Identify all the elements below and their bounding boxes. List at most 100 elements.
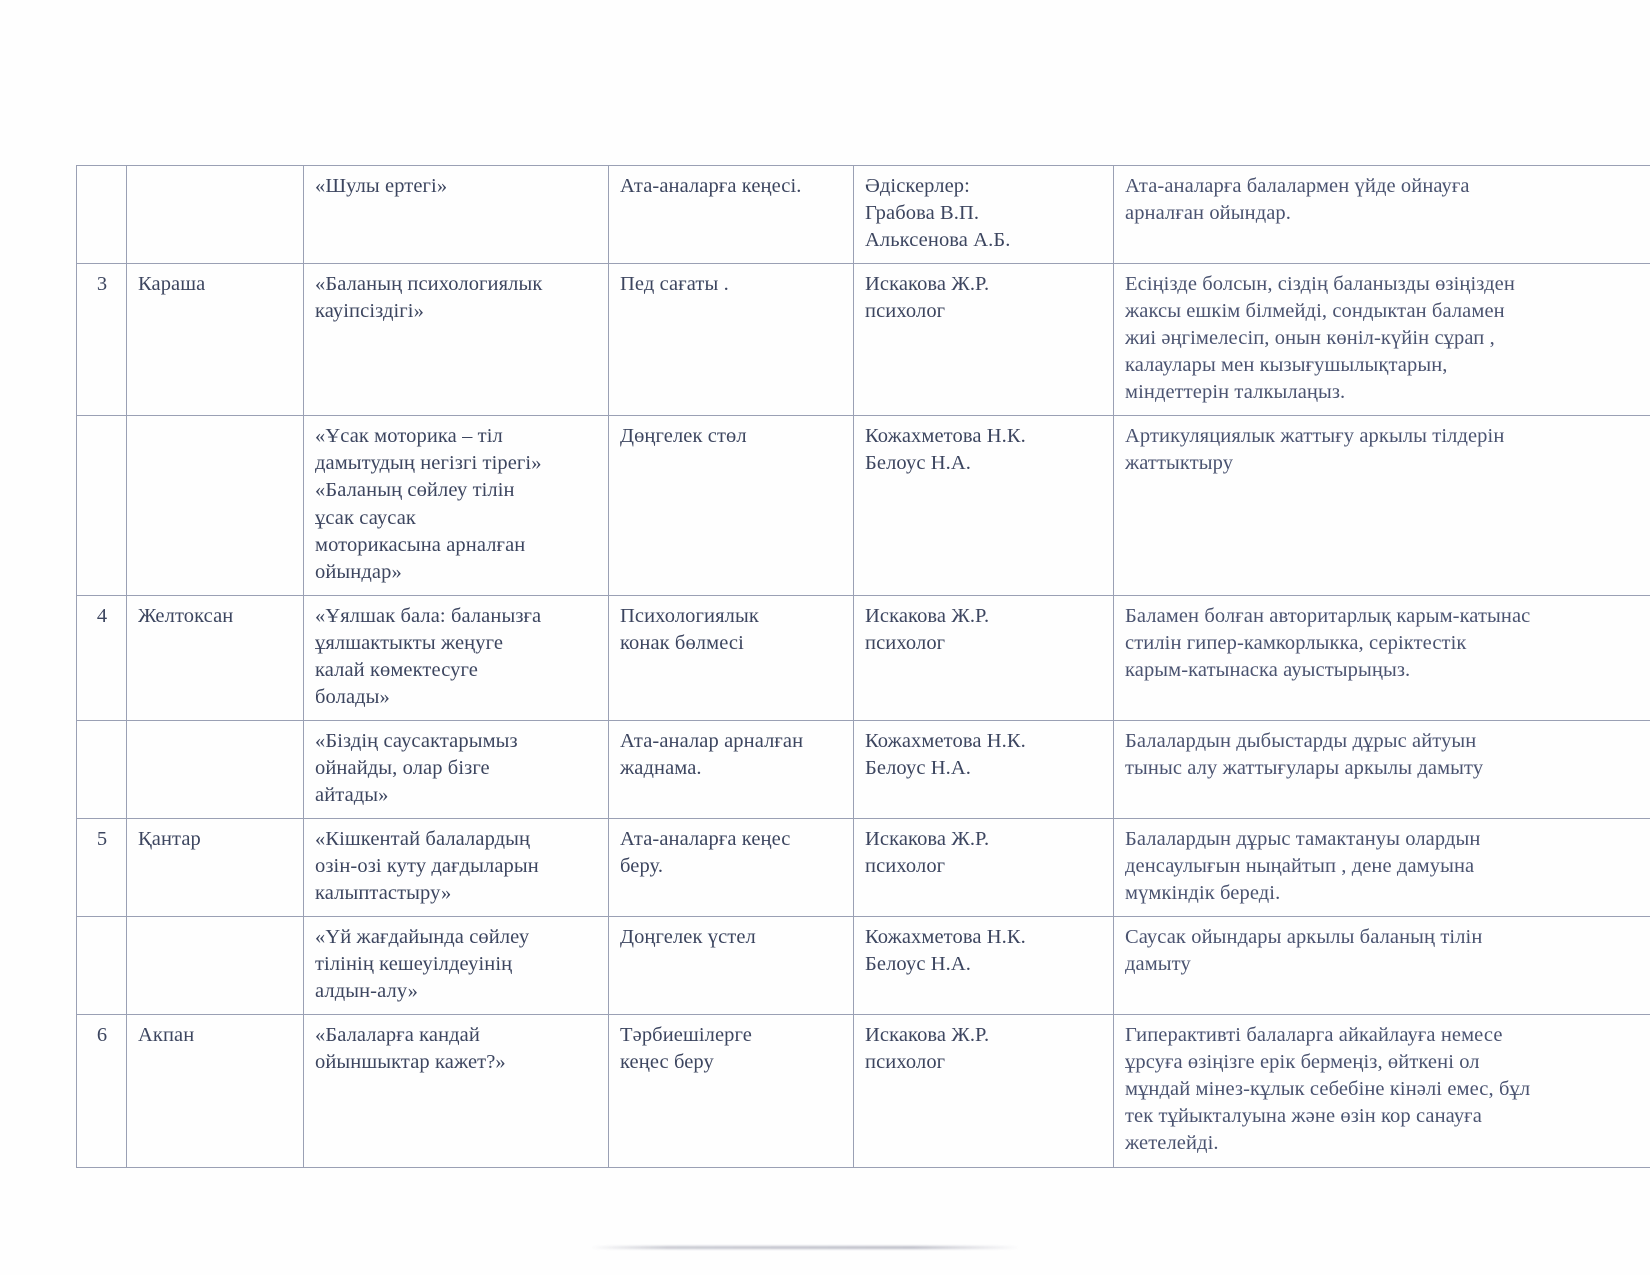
cell-no: 4 (76, 594, 127, 721)
cell-line: Тәрбиешілерге (620, 1024, 752, 1047)
cell-line: Белоус Н.А. (865, 953, 972, 976)
cell-no: 3 (76, 263, 127, 417)
result-text-block: Саусак ойындары аркылы баланың тілін дамы… (1125, 924, 1650, 978)
cell-form: Дөңгелек стөл (608, 415, 854, 596)
cell-line: болады» (315, 685, 390, 708)
cell-line: психолог (865, 631, 946, 654)
result-text-block: Есіңізде болсын, сіздің баланызды өзіңіз… (1125, 271, 1650, 406)
cell-line: Саусак ойындары аркылы баланың тілін (1125, 926, 1483, 949)
cell-line: озін-озі куту дағдыларын (315, 855, 539, 878)
cell-month: Қантар (126, 817, 304, 918)
cell-result: Гиперактивті балаларга айкайлауға немесе… (1113, 1014, 1650, 1168)
cell-line: Желтоксан (138, 604, 234, 627)
cell-form: Ата-аналарға кеңесі. (608, 164, 854, 265)
cell-line: ойыншыктар кажет?» (315, 1051, 506, 1074)
cell-line: «Ұялшак бала: баланызға (315, 604, 542, 627)
cell-line: Искакова Ж.Р. (865, 827, 990, 850)
cell-line: денсаулығын ныңайтып , дене дамуына (1125, 855, 1475, 878)
cell-line: Пед сағаты . (620, 273, 729, 296)
result-text-block: Ата-аналарға балалармен үйде ойнауға арна… (1125, 173, 1650, 227)
cell-form: Ата-аналарға кеңес беру. (608, 817, 854, 918)
cell-line: айтады» (315, 783, 389, 806)
cell-theme: «Баланың психологиялык кауіпсіздігі» (303, 263, 609, 417)
cell-line: конак бөлмесі (620, 631, 744, 654)
cell-form: Пед сағаты . (608, 263, 854, 417)
cell-line: жаднама. (620, 756, 702, 779)
cell-no (76, 164, 127, 265)
cell-line: Есіңізде болсын, сіздің баланызды өзіңіз… (1125, 273, 1515, 296)
cell-theme: «Ұялшак бала: баланызға ұялшактыкты жеңуг… (303, 594, 609, 721)
cell-line: Психологиялык (620, 604, 759, 627)
cell-line: Альксенова А.Б. (865, 229, 1011, 252)
cell-theme: «Біздің саусактарымыз ойнайды, олар бізге… (303, 719, 609, 819)
cell-line: «Баланың психологиялык (315, 273, 543, 296)
cell-line: тек тұйыкталуына және өзін кор санауға (1125, 1105, 1482, 1128)
table-row: 3 Караша «Баланың психологиялык кауіпсіздіг… (76, 263, 1650, 417)
cell-line: «Баланың сөйлеу тілін (315, 479, 515, 502)
cell-form: Тәрбиешілерге кеңес беру (608, 1014, 854, 1168)
result-text-block: Баламен болған авторитарлық карым-катына… (1125, 603, 1650, 684)
cell-line: Искакова Ж.Р. (865, 273, 990, 296)
cell-theme: «Үй жағдайында сөйлеу тілінің кешеуілдеуі… (303, 916, 609, 1016)
table-row: 6 Акпан «Балаларға кандай ойыншыктар кажет?… (76, 1014, 1650, 1168)
cell-line: тыныс алу жаттығулары аркылы дамыту (1125, 756, 1484, 779)
cell-line: ұрсуға өзіңізге ерік бермеңіз, өйткені о… (1125, 1051, 1480, 1074)
cell-line: ойындар» (315, 560, 402, 583)
plan-table-body: «Шулы ертегі» Ата-аналарға кеңесі. Әдіскер… (76, 164, 1650, 1168)
cell-month (126, 916, 304, 1016)
cell-theme: «Кішкентай балалардың озін-озі куту дағды… (303, 817, 609, 918)
cell-result: Есіңізде болсын, сіздің баланызды өзіңіз… (1113, 263, 1650, 417)
cell-line: Ата-аналарға кеңесі. (620, 175, 802, 197)
cell-responsible: Искакова Ж.Р. психолог (853, 263, 1114, 417)
cell-no (76, 415, 127, 596)
cell-line: «Кішкентай балалардың (315, 827, 531, 850)
cell-line: жетелейді. (1125, 1132, 1219, 1155)
cell-result: Балалардын дыбыстарды дұрыс айтуын тыныс … (1113, 719, 1650, 819)
cell-line: карым-катынаска ауыстырыңыз. (1125, 658, 1411, 681)
table-row: 4 Желтоксан «Ұялшак бала: баланызға ұялшакт… (76, 594, 1650, 721)
cell-line: «Біздің саусактарымыз (315, 729, 518, 752)
cell-line: Баламен болған авторитарлық карым-катына… (1125, 604, 1531, 627)
table-row: «Шулы ертегі» Ата-аналарға кеңесі. Әдіскер… (76, 164, 1650, 265)
cell-line: мүмкіндік береді. (1125, 882, 1281, 905)
cell-line: Кожахметова Н.К. (865, 729, 1026, 752)
cell-theme: «Шулы ертегі» (303, 164, 609, 265)
table-row: «Үй жағдайында сөйлеу тілінің кешеуілдеуі… (76, 916, 1650, 1016)
cell-line: Әдіскерлер: (865, 175, 970, 197)
cell-responsible: Искакова Ж.Р. психолог (853, 817, 1114, 918)
cell-line: Балалардын дыбыстарды дұрыс айтуын (1125, 729, 1477, 752)
cell-form: Доңгелек үстел (608, 916, 854, 1016)
cell-line: жиі әңгімелесіп, онын көніл-күйін сұрап … (1125, 327, 1495, 350)
cell-line: калай көмектесуге (315, 658, 478, 681)
cell-responsible: Кожахметова Н.К. Белоус Н.А. (853, 415, 1114, 596)
cell-line: жаксы ешкім білмейді, сондыктан баламен (1125, 300, 1505, 323)
scanner-edge-artifact (590, 1246, 1020, 1249)
cell-no (76, 916, 127, 1016)
cell-responsible: Искакова Ж.Р. психолог (853, 594, 1114, 721)
cell-result: Артикуляциялык жаттығу аркылы тілдерін жа… (1113, 415, 1650, 596)
cell-line: калаулары мен кызығушылықтарын, (1125, 354, 1448, 377)
table-row: 5 Қантар «Кішкентай балалардың озін-озі кут… (76, 817, 1650, 918)
cell-responsible: Кожахметова Н.К. Белоус Н.А. (853, 916, 1114, 1016)
cell-form: Ата-аналар арналған жаднама. (608, 719, 854, 819)
cell-line: стилін гипер-камкорлыкка, серіктестік (1125, 631, 1467, 654)
cell-result: Ата-аналарға балалармен үйде ойнауға арна… (1113, 164, 1650, 265)
cell-theme: «Ұсак моторика – тіл дамытудың негізгі ті… (303, 415, 609, 596)
cell-line: мұндай мінез-кұлык себебіне кінәлі емес,… (1125, 1078, 1531, 1101)
cell-line: ойнайды, олар бізге (315, 756, 490, 779)
cell-result: Балалардын дұрыс тамактануы олардын денса… (1113, 817, 1650, 918)
cell-line: Балалардын дұрыс тамактануы олардын (1125, 827, 1481, 850)
cell-line: тілінің кешеуілдеуінің (315, 953, 513, 976)
cell-theme: «Балаларға кандай ойыншыктар кажет?» (303, 1014, 609, 1168)
result-text-block: Гиперактивті балаларга айкайлауға немесе… (1125, 1022, 1650, 1157)
cell-line: алдын-алу» (315, 980, 419, 1003)
cell-result: Саусак ойындары аркылы баланың тілін дамы… (1113, 916, 1650, 1016)
cell-line: дамытудың негізгі тірегі» (315, 452, 542, 475)
table-row: «Біздің саусактарымыз ойнайды, олар бізге… (76, 719, 1650, 819)
result-text-block: Балалардын дыбыстарды дұрыс айтуын тыныс … (1125, 728, 1650, 782)
cell-line: моторикасына арналған (315, 533, 526, 556)
cell-line: Искакова Ж.Р. (865, 1024, 990, 1047)
cell-line: Белоус Н.А. (865, 452, 972, 475)
cell-line: калыптастыру» (315, 882, 452, 905)
